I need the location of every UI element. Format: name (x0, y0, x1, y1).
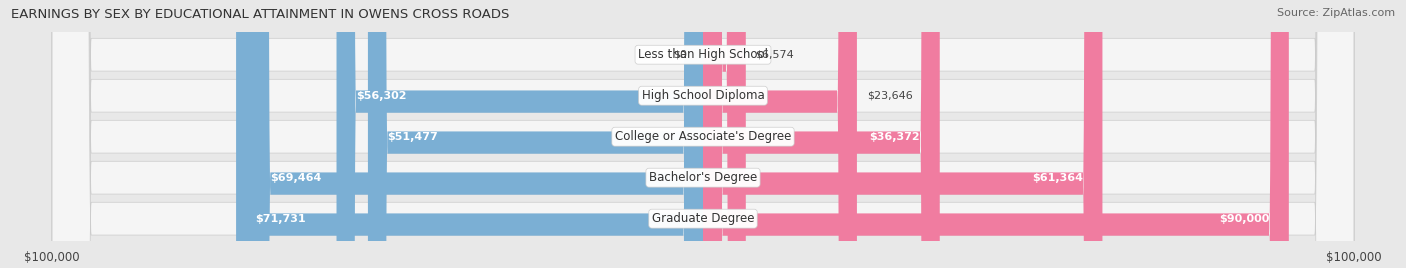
Text: $90,000: $90,000 (1219, 214, 1270, 224)
Text: College or Associate's Degree: College or Associate's Degree (614, 130, 792, 143)
FancyBboxPatch shape (368, 0, 703, 268)
Text: EARNINGS BY SEX BY EDUCATIONAL ATTAINMENT IN OWENS CROSS ROADS: EARNINGS BY SEX BY EDUCATIONAL ATTAINMEN… (11, 8, 509, 21)
FancyBboxPatch shape (52, 0, 1354, 268)
Text: $6,574: $6,574 (755, 50, 794, 60)
FancyBboxPatch shape (250, 0, 703, 268)
Text: High School Diploma: High School Diploma (641, 89, 765, 102)
FancyBboxPatch shape (236, 0, 703, 268)
FancyBboxPatch shape (336, 0, 703, 268)
FancyBboxPatch shape (703, 0, 1102, 268)
Text: $36,372: $36,372 (869, 132, 920, 142)
Text: $69,464: $69,464 (270, 173, 322, 183)
Text: Source: ZipAtlas.com: Source: ZipAtlas.com (1277, 8, 1395, 18)
FancyBboxPatch shape (703, 0, 856, 268)
FancyBboxPatch shape (703, 0, 939, 268)
FancyBboxPatch shape (703, 0, 1289, 268)
Text: $56,302: $56,302 (356, 91, 406, 101)
Text: $0: $0 (672, 50, 686, 60)
FancyBboxPatch shape (52, 0, 1354, 268)
FancyBboxPatch shape (52, 0, 1354, 268)
Text: $23,646: $23,646 (866, 91, 912, 101)
FancyBboxPatch shape (52, 0, 1354, 268)
Text: $61,364: $61,364 (1032, 173, 1083, 183)
Text: $71,731: $71,731 (256, 214, 307, 224)
FancyBboxPatch shape (703, 0, 745, 268)
Text: Graduate Degree: Graduate Degree (652, 212, 754, 225)
FancyBboxPatch shape (52, 0, 1354, 268)
Text: $51,477: $51,477 (388, 132, 439, 142)
Text: Bachelor's Degree: Bachelor's Degree (650, 171, 756, 184)
Text: Less than High School: Less than High School (638, 48, 768, 61)
